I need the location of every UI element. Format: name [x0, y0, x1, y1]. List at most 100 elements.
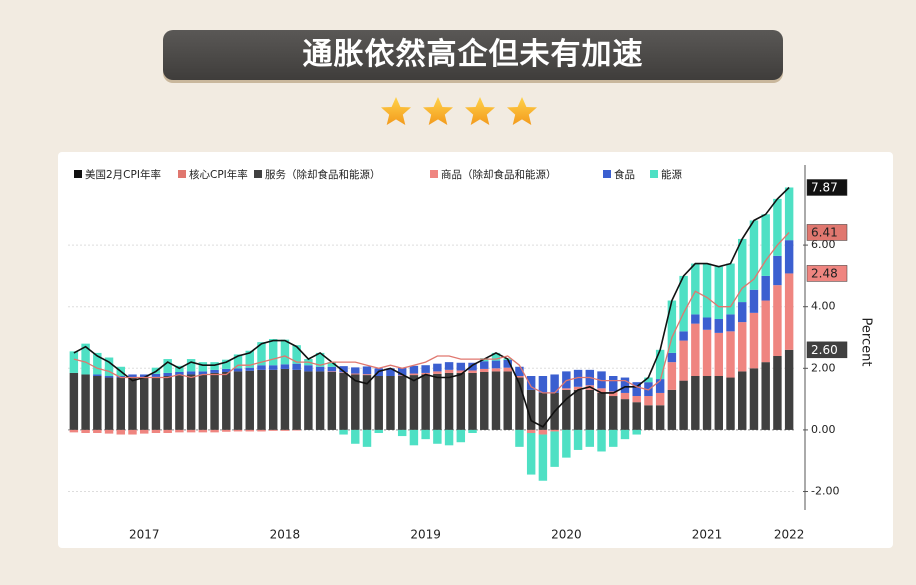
bar	[538, 376, 548, 393]
bar	[116, 377, 125, 430]
bar	[93, 429, 102, 433]
x-tick-label: 2022	[774, 528, 805, 542]
legend-swatch	[430, 170, 438, 178]
bar	[444, 362, 454, 370]
bar	[327, 371, 337, 372]
legend-label: 美国2月CPI年率	[85, 168, 161, 181]
bar	[433, 373, 442, 430]
bar	[585, 429, 595, 447]
bar	[620, 377, 630, 393]
bar	[773, 255, 782, 286]
line	[73, 232, 790, 394]
bar	[116, 429, 125, 435]
bar	[69, 351, 79, 373]
bar	[609, 376, 618, 392]
legend-swatch	[603, 170, 611, 178]
bar	[655, 405, 665, 430]
bar	[761, 362, 770, 430]
chart: Percent -2.00 0.00 2.00 4.00 6.00 2017 2018 201…	[68, 165, 874, 542]
bar	[480, 361, 489, 369]
bar	[562, 389, 571, 430]
value-label: 6.41	[811, 225, 838, 239]
legend-swatch	[74, 170, 82, 178]
bar	[386, 376, 395, 430]
bar	[691, 376, 700, 430]
bar	[327, 372, 337, 430]
bar	[597, 388, 606, 393]
bar	[257, 342, 266, 366]
bar	[515, 377, 524, 430]
bar	[233, 429, 243, 432]
bar	[362, 429, 372, 447]
bar	[456, 362, 466, 371]
bar	[468, 370, 477, 373]
bar	[526, 432, 536, 475]
bar	[409, 365, 419, 374]
title-banner: 通胀依然高企但未有加速	[163, 30, 783, 80]
bar	[245, 370, 254, 430]
bar	[738, 302, 747, 323]
bar	[491, 368, 501, 372]
bar	[139, 377, 149, 430]
legend-swatch	[650, 170, 658, 178]
bar	[515, 366, 524, 377]
bar	[292, 369, 301, 430]
bar	[597, 429, 606, 452]
bar	[456, 370, 466, 373]
bar	[397, 429, 407, 437]
bar	[128, 429, 137, 435]
bar	[339, 429, 348, 435]
bar	[139, 374, 149, 378]
bar	[210, 372, 219, 430]
bar	[444, 429, 454, 446]
bar	[573, 429, 583, 450]
bar	[69, 429, 79, 433]
bar	[151, 376, 161, 430]
bar	[456, 429, 466, 443]
bar	[386, 368, 395, 377]
bar	[620, 392, 630, 400]
bar	[702, 329, 712, 377]
star	[381, 97, 411, 125]
bar	[374, 376, 383, 430]
bar	[655, 379, 665, 393]
bar	[268, 369, 278, 430]
bar	[491, 371, 501, 430]
value-label-box	[806, 265, 848, 282]
bar	[562, 371, 571, 389]
y-tick-label: -2.00	[811, 485, 839, 498]
bar	[280, 368, 290, 430]
bar	[175, 372, 184, 376]
bar	[351, 373, 360, 375]
bar	[222, 372, 231, 430]
bar	[421, 365, 430, 373]
bar	[245, 429, 254, 432]
legend-swatch	[178, 170, 186, 178]
y-axis-label: Percent	[859, 318, 874, 367]
bar	[433, 429, 442, 444]
bar	[104, 376, 114, 378]
bar	[163, 359, 172, 373]
bar	[362, 374, 372, 376]
bar	[679, 275, 688, 332]
bar	[93, 352, 102, 375]
bar	[280, 364, 290, 369]
bar	[714, 376, 724, 430]
x-tick-label: 2021	[692, 528, 723, 542]
bar	[163, 376, 172, 430]
bar	[128, 377, 137, 430]
bar	[468, 429, 477, 433]
bar	[257, 429, 266, 432]
bar	[163, 429, 172, 433]
bar	[81, 343, 90, 375]
bar	[491, 352, 501, 361]
bar	[597, 392, 606, 430]
bar	[702, 376, 712, 430]
bar	[468, 372, 477, 430]
bar	[714, 332, 724, 377]
bar	[515, 376, 524, 378]
bar	[198, 374, 208, 430]
bar	[409, 373, 419, 376]
bar	[128, 374, 137, 378]
bar	[456, 372, 466, 430]
